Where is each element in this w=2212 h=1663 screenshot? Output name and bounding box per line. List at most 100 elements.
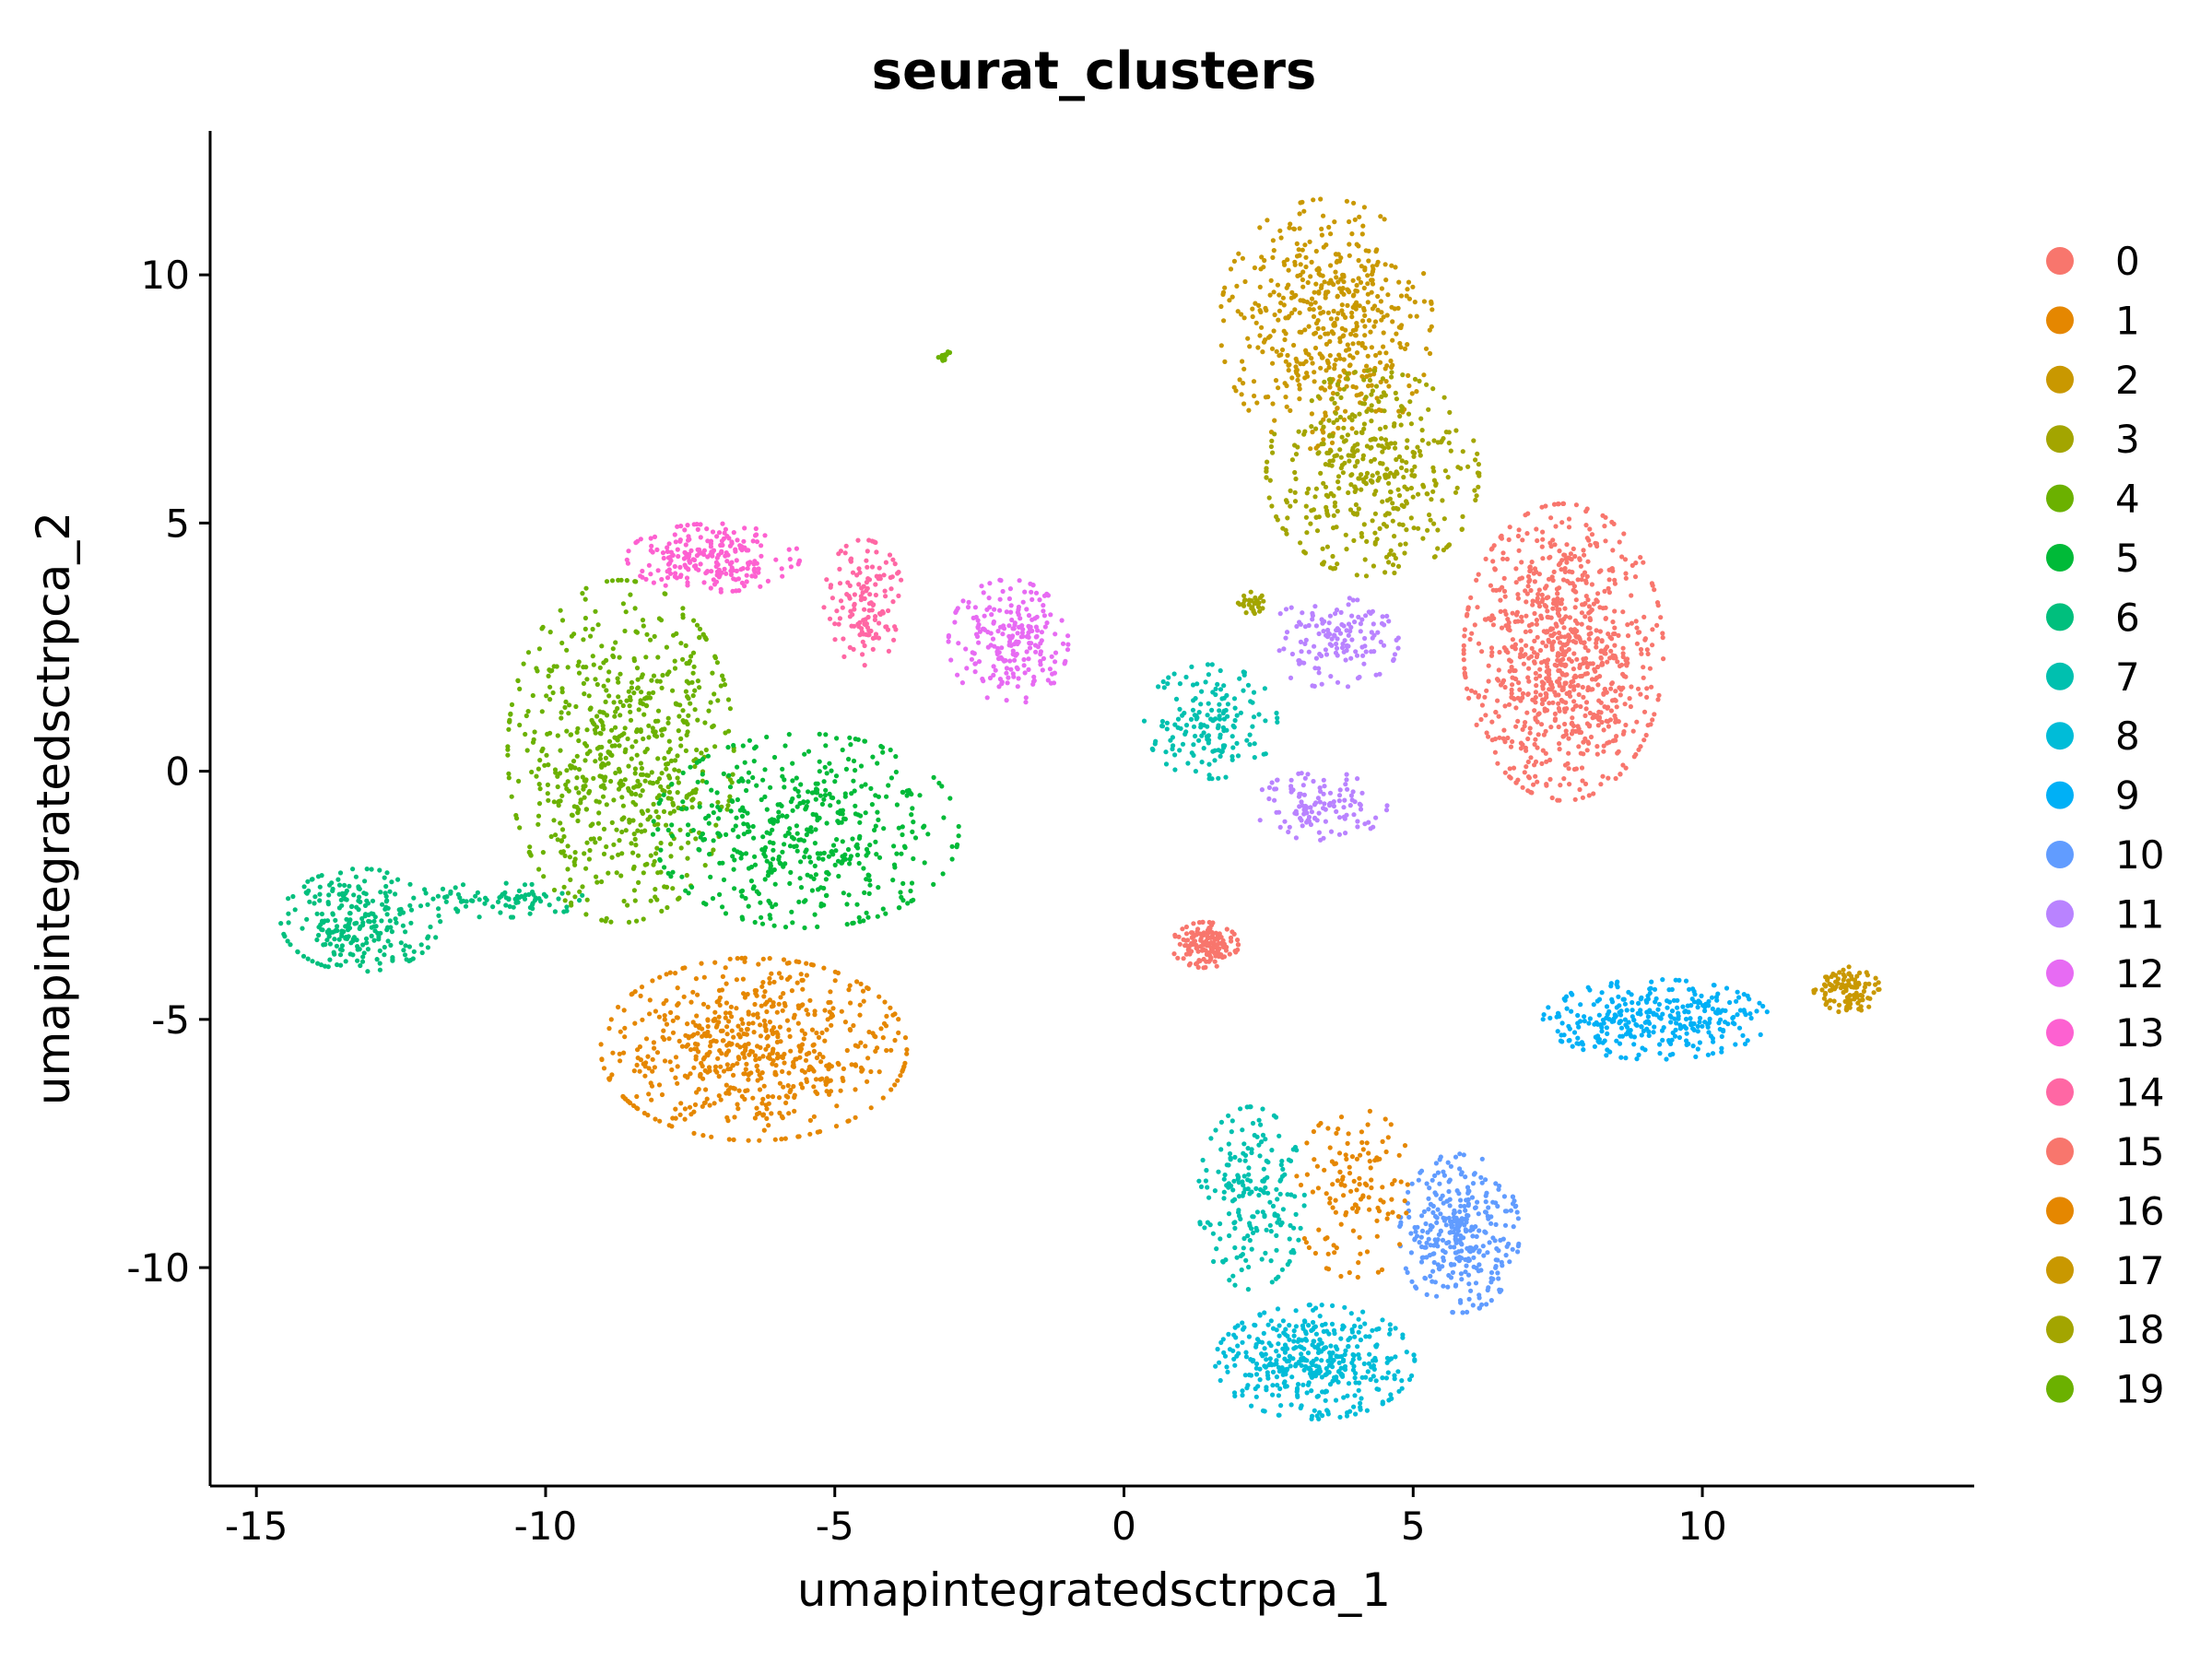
data-point (748, 879, 755, 884)
data-point (1534, 683, 1539, 689)
data-point (1512, 667, 1518, 674)
data-point (1253, 1361, 1260, 1367)
data-point (1210, 1231, 1216, 1236)
data-point (1302, 327, 1308, 333)
data-point (618, 784, 624, 789)
data-point (806, 1064, 813, 1070)
data-point (1369, 407, 1374, 413)
data-point (1401, 475, 1406, 480)
data-point (702, 635, 708, 641)
data-point (1557, 741, 1562, 747)
data-point (599, 1056, 605, 1062)
data-point (673, 758, 678, 763)
data-point (676, 780, 682, 785)
data-point (1555, 1010, 1561, 1016)
data-point (558, 748, 563, 753)
data-point (1319, 442, 1324, 447)
data-point (1489, 650, 1495, 655)
data-point (1335, 479, 1341, 485)
data-point (365, 947, 371, 952)
data-point (1459, 526, 1465, 532)
data-point (1315, 325, 1321, 331)
data-point (1567, 581, 1572, 586)
data-point (724, 832, 729, 838)
data-point (809, 1027, 816, 1032)
data-point (1274, 1349, 1279, 1354)
data-point (1569, 679, 1574, 685)
data-point (1260, 1106, 1265, 1112)
data-point (1259, 1139, 1265, 1145)
data-point (1205, 737, 1210, 742)
data-point (1606, 590, 1612, 596)
data-point (865, 985, 871, 992)
data-point (408, 907, 415, 913)
data-point (1263, 751, 1268, 757)
data-point (1591, 601, 1596, 607)
data-point (1206, 773, 1212, 778)
data-point (735, 1061, 740, 1067)
data-point (858, 763, 865, 769)
data-point (649, 770, 654, 775)
data-point (1488, 583, 1493, 588)
data-point (1222, 359, 1228, 364)
data-point (880, 749, 886, 755)
data-point (808, 825, 814, 831)
data-point (627, 703, 632, 709)
data-point (1241, 401, 1247, 407)
data-point (1548, 544, 1554, 549)
data-point (1324, 341, 1329, 347)
data-point (398, 940, 404, 946)
data-point (387, 918, 393, 924)
data-point (1205, 1185, 1210, 1190)
data-point (623, 828, 629, 833)
data-point (733, 823, 738, 829)
data-point (516, 888, 523, 894)
data-point (519, 893, 524, 900)
data-point (1379, 394, 1384, 399)
data-point (658, 847, 664, 853)
data-point (1300, 298, 1306, 303)
data-point (1218, 753, 1223, 760)
data-point (1506, 702, 1512, 707)
data-point (1265, 1174, 1270, 1180)
data-point (1323, 484, 1329, 489)
data-point (1503, 623, 1509, 629)
data-point (1727, 999, 1733, 1006)
data-point (644, 861, 650, 867)
data-point (1388, 489, 1394, 495)
data-point (662, 1017, 667, 1022)
data-point (1319, 1349, 1324, 1354)
data-point (1226, 1141, 1231, 1147)
data-point (750, 1012, 757, 1018)
data-point (1335, 382, 1341, 387)
data-point (1649, 581, 1654, 586)
data-point (1379, 317, 1384, 323)
data-point (1206, 1195, 1212, 1200)
data-point (648, 853, 653, 858)
data-point (1353, 1371, 1359, 1376)
data-point (1245, 336, 1251, 341)
data-point (1578, 1002, 1583, 1008)
data-point (1641, 614, 1647, 620)
data-point (1603, 646, 1608, 652)
data-point (693, 976, 700, 982)
data-point (1241, 315, 1247, 321)
data-point (840, 808, 846, 813)
data-point (1335, 406, 1340, 411)
data-point (1297, 383, 1302, 388)
data-point (613, 770, 618, 776)
data-point (1293, 292, 1299, 298)
data-point (700, 778, 706, 784)
data-point (351, 892, 357, 898)
data-point (668, 854, 674, 859)
data-point (1606, 585, 1611, 592)
data-point (1392, 1376, 1397, 1382)
data-point (1361, 205, 1367, 210)
data-point (760, 1096, 766, 1102)
data-point (753, 744, 759, 749)
data-point (587, 788, 593, 795)
data-point (1339, 1372, 1345, 1378)
data-point (939, 784, 945, 789)
data-point (1311, 507, 1316, 513)
data-point (1267, 292, 1273, 298)
